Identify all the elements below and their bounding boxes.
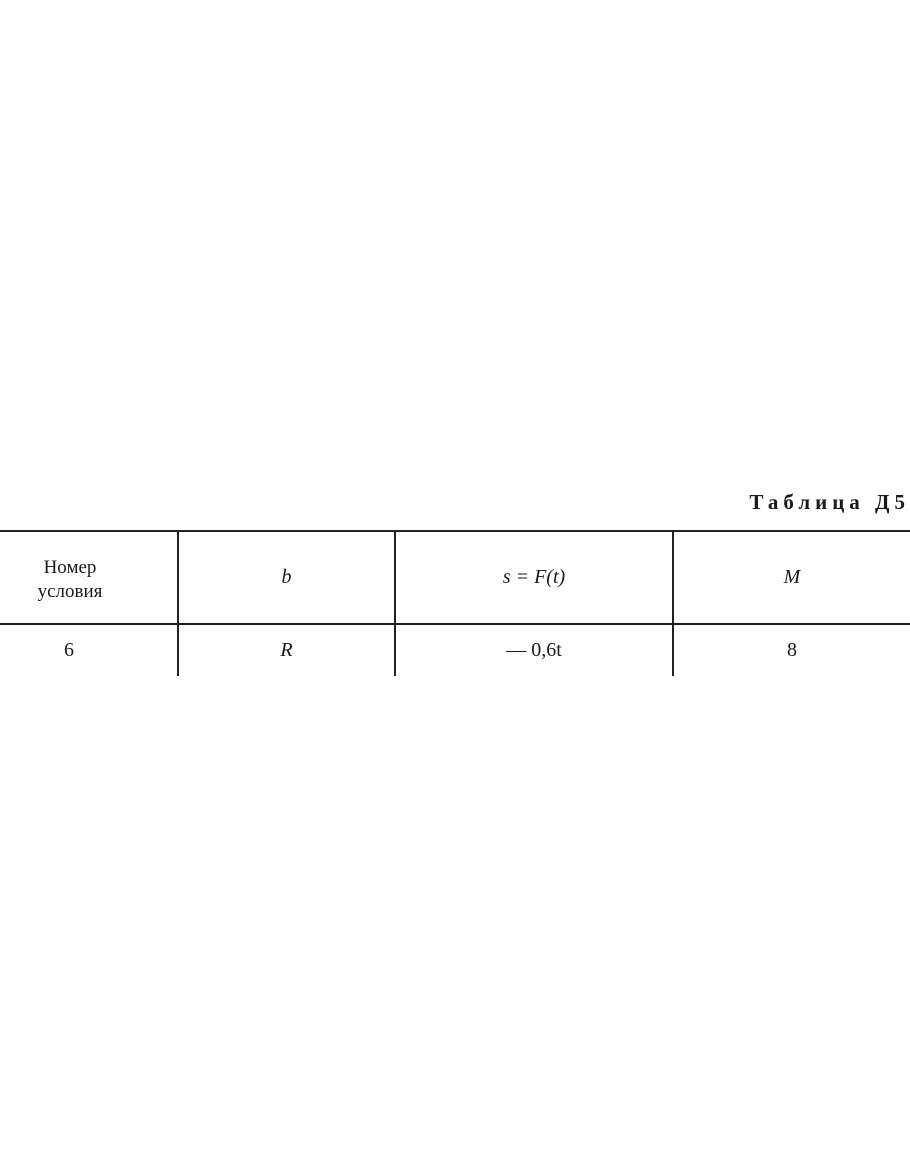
column-divider: [394, 530, 396, 676]
header-s: s = F(t): [502, 566, 566, 588]
cell-s: — 0,6t: [506, 639, 562, 661]
header-condition-number: Номер условия: [37, 557, 103, 602]
cell-condition-number: 6: [64, 639, 74, 661]
header-divider: [0, 623, 910, 625]
header-m: M: [783, 566, 801, 588]
table-top-border: [0, 530, 910, 532]
table-title: Таблица Д5: [749, 490, 910, 514]
header-b: b: [281, 566, 292, 588]
column-divider: [672, 530, 674, 676]
cell-b: R: [280, 639, 293, 661]
column-divider: [177, 530, 179, 676]
cell-m: 8: [787, 639, 797, 661]
